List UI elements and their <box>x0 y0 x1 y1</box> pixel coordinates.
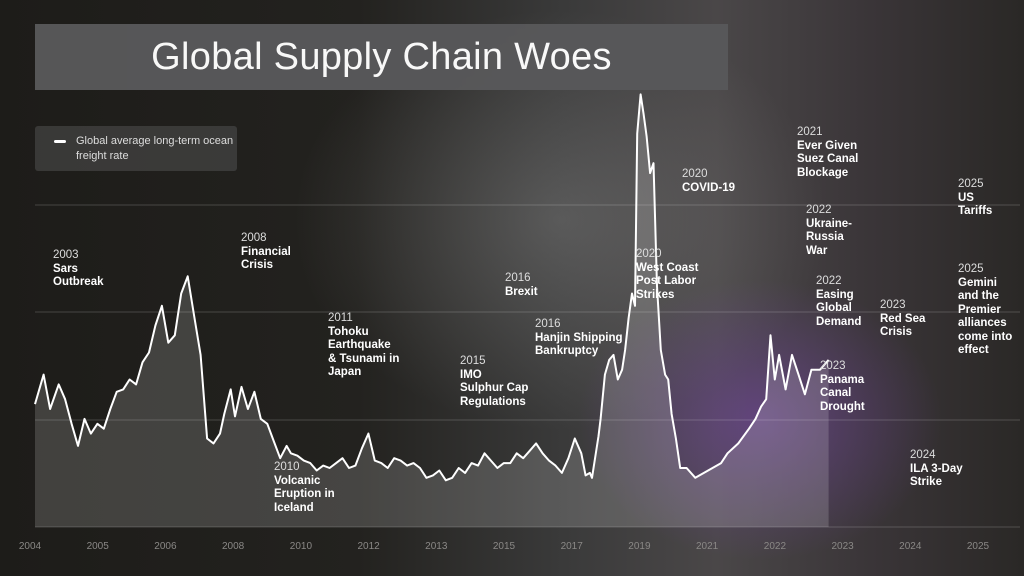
annotation-text: Sars Outbreak <box>53 262 104 289</box>
annotation-year: 2023 <box>820 360 846 372</box>
annotation-text: Red Sea Crisis <box>880 312 926 339</box>
annotation-ila-strike: 2024 ILA 3-Day Strike <box>910 449 963 490</box>
x-tick-label: 2006 <box>154 541 177 552</box>
x-tick-label: 2025 <box>967 541 990 552</box>
annotation-text: ILA 3-Day Strike <box>910 462 963 489</box>
annotation-red-sea: 2023 Red Sea Crisis <box>880 299 925 340</box>
annotation-year: 2008 <box>241 232 267 244</box>
annotation-year: 2022 <box>806 204 832 216</box>
chart-title: Global Supply Chain Woes <box>151 36 612 78</box>
gridlines <box>35 204 1020 528</box>
x-tick-label: 2005 <box>87 541 110 552</box>
annotation-text: Volcanic Eruption in Iceland <box>274 474 335 514</box>
annotation-text: Financial Crisis <box>241 245 291 272</box>
legend: Global average long-term ocean freight r… <box>35 126 237 171</box>
annotation-year: 2020 <box>636 248 662 260</box>
annotation-year: 2020 <box>682 168 708 180</box>
annotation-us-tariffs: 2025 US Tariffs <box>958 178 992 219</box>
annotation-text: Panama Canal Drought <box>820 373 865 413</box>
annotation-text: West Coast Post Labor Strikes <box>636 261 699 301</box>
annotation-year: 2025 <box>958 178 984 190</box>
annotation-sars: 2003 Sars Outbreak <box>53 249 104 290</box>
x-tick-label: 2010 <box>290 541 313 552</box>
annotation-easing-demand: 2022 Easing Global Demand <box>816 275 861 329</box>
annotation-volcanic-eruption: 2010 Volcanic Eruption in Iceland <box>274 461 335 515</box>
freight-rate-line <box>34 93 830 482</box>
annotation-year: 2022 <box>816 275 842 287</box>
x-tick-label: 2015 <box>493 541 516 552</box>
annotation-year: 2024 <box>910 449 936 461</box>
annotation-ukraine: 2022 Ukraine- Russia War <box>806 204 852 258</box>
annotation-text: Brexit <box>505 285 538 298</box>
title-banner: Global Supply Chain Woes <box>35 24 728 90</box>
annotation-text: US Tariffs <box>958 191 993 218</box>
annotation-alliances: 2025 Gemini and the Premier alliances com… <box>958 263 1012 358</box>
annotation-year: 2011 <box>328 312 353 324</box>
annotation-year: 2025 <box>958 263 984 275</box>
annotation-hanjin: 2016 Hanjin Shipping Bankruptcy <box>535 318 623 359</box>
x-tick-label: 2021 <box>696 541 719 552</box>
legend-swatch <box>54 140 66 143</box>
x-tick-label: 2017 <box>561 541 584 552</box>
x-axis-ticks: 2004 2005 2006 2008 2010 2012 2013 2015 2017 2019… <box>19 541 990 552</box>
legend-label: Global average long-term ocean freight r… <box>76 135 234 162</box>
x-tick-label: 2023 <box>831 541 854 552</box>
annotation-text: COVID-19 <box>682 181 736 194</box>
annotation-panama: 2023 Panama Canal Drought <box>820 360 865 414</box>
freight-rate-area <box>35 94 829 528</box>
annotation-ever-given: 2021 Ever Given Suez Canal Blockage <box>797 126 858 180</box>
annotation-text: Ukraine- Russia War <box>806 217 853 257</box>
x-tick-label: 2022 <box>764 541 787 552</box>
annotation-year: 2015 <box>460 355 486 367</box>
annotation-text: IMO Sulphur Cap Regulations <box>460 368 529 408</box>
annotation-tohoku: 2011 Tohoku Earthquake & Tsunami in Japan <box>328 312 399 380</box>
annotation-text: Tohoku Earthquake & Tsunami in Japan <box>328 325 400 379</box>
annotation-imo: 2015 IMO Sulphur Cap Regulations <box>460 355 528 409</box>
x-tick-label: 2008 <box>222 541 245 552</box>
annotation-covid: 2020 COVID-19 <box>682 168 735 195</box>
annotation-year: 2016 <box>505 272 531 284</box>
annotation-text: Ever Given Suez Canal Blockage <box>797 139 859 179</box>
x-tick-label: 2012 <box>357 541 380 552</box>
annotation-year: 2023 <box>880 299 906 311</box>
x-tick-label: 2019 <box>628 541 651 552</box>
annotation-text: Hanjin Shipping Bankruptcy <box>535 331 623 358</box>
annotation-year: 2021 <box>797 126 823 138</box>
annotation-financial-crisis: 2008 Financial Crisis <box>241 232 291 273</box>
annotation-brexit: 2016 Brexit <box>505 272 538 299</box>
annotation-year: 2010 <box>274 461 300 473</box>
annotation-year: 2003 <box>53 249 79 261</box>
annotation-west-coast: 2020 West Coast Post Labor Strikes <box>636 248 698 302</box>
annotation-year: 2016 <box>535 318 561 330</box>
annotation-text: Gemini and the Premier alliances come in… <box>958 276 1013 357</box>
x-tick-label: 2004 <box>19 541 42 552</box>
x-tick-label: 2013 <box>425 541 448 552</box>
annotation-text: Easing Global Demand <box>816 288 862 328</box>
x-tick-label: 2024 <box>899 541 922 552</box>
